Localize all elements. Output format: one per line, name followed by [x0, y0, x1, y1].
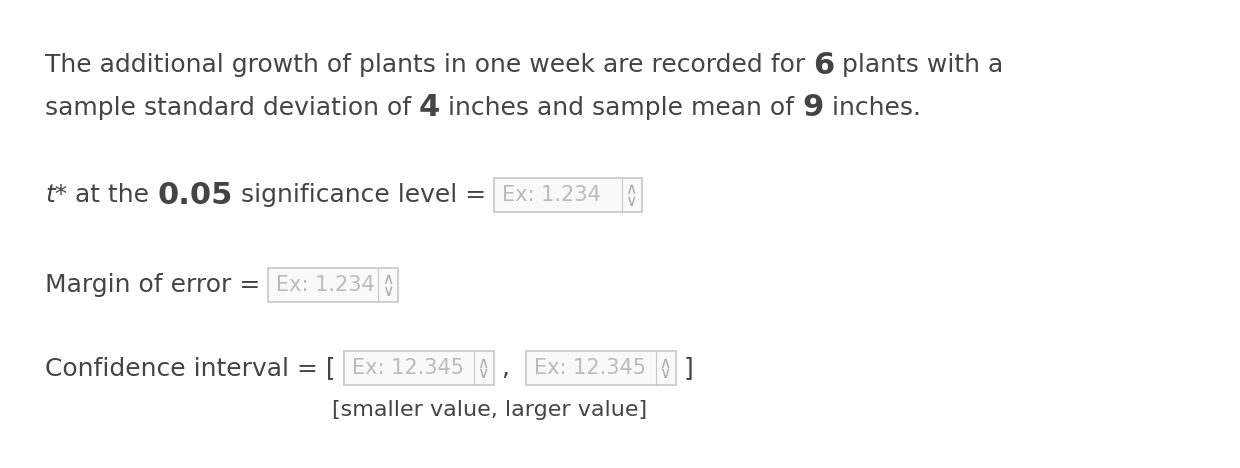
Text: ∧: ∧	[660, 356, 671, 371]
Text: 4: 4	[419, 94, 440, 123]
Text: ∧: ∧	[477, 356, 490, 371]
Text: at the: at the	[67, 183, 157, 207]
Text: Margin of error =: Margin of error =	[45, 273, 268, 297]
Text: ∧: ∧	[626, 183, 637, 197]
Text: ∧: ∧	[383, 272, 394, 287]
Text: inches.: inches.	[823, 96, 921, 120]
Text: t*: t*	[45, 183, 67, 207]
Text: plants with a: plants with a	[835, 53, 1003, 77]
FancyBboxPatch shape	[268, 268, 398, 302]
Text: Ex: 1.234: Ex: 1.234	[277, 275, 374, 295]
Text: inches and sample mean of: inches and sample mean of	[440, 96, 802, 120]
Text: sample standard deviation of: sample standard deviation of	[45, 96, 419, 120]
Text: Ex: 1.234: Ex: 1.234	[502, 185, 600, 205]
FancyBboxPatch shape	[494, 178, 642, 212]
Text: ∨: ∨	[477, 366, 490, 381]
Text: 9: 9	[802, 94, 823, 123]
Text: ∨: ∨	[660, 366, 671, 381]
Text: ,: ,	[494, 356, 526, 380]
Text: Ex: 12.345: Ex: 12.345	[352, 358, 464, 378]
FancyBboxPatch shape	[343, 351, 494, 385]
Text: 0.05: 0.05	[157, 181, 233, 210]
Text: [smaller value, larger value]: [smaller value, larger value]	[332, 400, 647, 420]
Text: ]: ]	[676, 356, 693, 380]
Text: Ex: 12.345: Ex: 12.345	[533, 358, 646, 378]
Text: Confidence interval = [: Confidence interval = [	[45, 356, 343, 380]
FancyBboxPatch shape	[526, 351, 676, 385]
Text: The additional growth of plants in one week are recorded for: The additional growth of plants in one w…	[45, 53, 813, 77]
Text: significance level =: significance level =	[233, 183, 494, 207]
Text: 6: 6	[813, 51, 835, 80]
Text: ∨: ∨	[626, 193, 637, 209]
Text: ∨: ∨	[383, 284, 394, 299]
